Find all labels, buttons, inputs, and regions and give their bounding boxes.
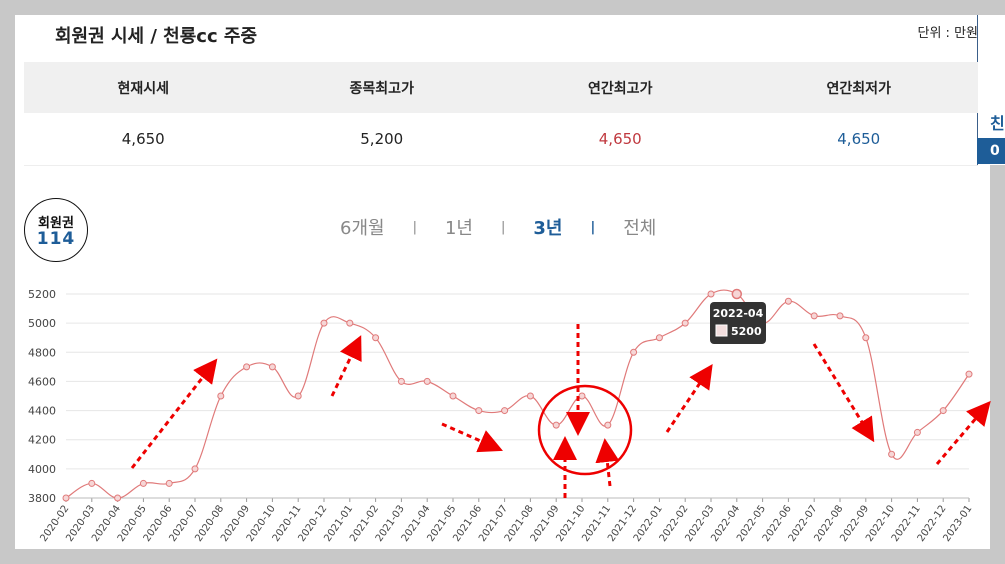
tab-all[interactable]: 전체 [623,218,657,239]
logo-text: 회원권 [38,216,74,231]
price-summary-table: 현재시세 종목최고가 연간최고가 연간최저가 4,650 5,200 4,650… [24,62,978,166]
annotation-circle [537,384,633,476]
data-point [165,479,173,487]
data-point [784,297,792,305]
data-point [862,334,870,342]
summary-header-current: 현재시세 [117,80,170,97]
y-tick-label: 5000 [28,317,56,330]
data-point [655,334,663,342]
y-tick-label: 4800 [28,346,56,359]
data-point [320,319,328,327]
data-point [243,363,251,371]
tab-separator: | [590,219,596,235]
tab-6-months[interactable]: 6개월 [340,218,385,239]
tab-separator: | [500,219,506,235]
summary-header-alltime-high: 종목최고가 [349,80,414,97]
annotation-arrow [935,400,991,465]
tab-3-years[interactable]: 3년 [533,218,563,239]
summary-value-annual-high: 4,650 [598,130,642,148]
unit-label: 단위 : 만원 [917,26,979,41]
data-point [888,450,896,458]
data-point [604,421,612,429]
data-point [114,494,122,502]
side-panel-label[interactable]: 친 [990,114,1005,133]
period-tabs: 6개월 | 1년 | 3년 | 전체 [330,214,656,240]
summary-header-row: 현재시세 종목최고가 연간최고가 연간최저가 [24,62,978,113]
annotation-arrow [130,358,218,469]
tooltip-date: 2022-04 [713,307,764,320]
annotation-arrow [812,343,875,443]
data-point [88,479,96,487]
summary-header-annual-high: 연간최고가 [588,80,653,97]
data-point [501,407,509,415]
summary-value-alltime-high: 5,200 [360,130,404,148]
data-point [681,319,689,327]
y-tick-label: 3800 [28,492,56,505]
data-point [913,428,921,436]
data-point [475,407,483,415]
logo-number: 114 [36,229,76,249]
y-tick-label: 4000 [28,463,56,476]
data-point [191,465,199,473]
data-point [630,348,638,356]
data-point [294,392,302,400]
data-point [449,392,457,400]
side-panel-badge[interactable]: 0 [977,138,1005,164]
data-point [707,290,715,298]
annotation-arrows [130,324,991,498]
data-point [939,407,947,415]
price-series-line [65,289,970,499]
annotation-arrow [330,335,362,397]
data-point [372,334,380,342]
annotation-arrow [441,422,503,453]
data-point [268,363,276,371]
data-point [423,377,431,385]
tab-1-year[interactable]: 1년 [444,218,473,239]
page-title: 회원권 시세 / 천룡cc 주중 [55,26,258,47]
data-point [62,494,70,502]
summary-value-current: 4,650 [121,130,165,148]
annotation-arrow [665,364,713,433]
data-point [139,479,147,487]
y-tick-label: 4400 [28,405,56,418]
data-point [346,319,354,327]
data-point [526,392,534,400]
data-point [397,377,405,385]
data-point [731,288,743,300]
brand-logo: 회원권 114 [24,198,88,262]
y-tick-label: 4600 [28,375,56,388]
data-point [578,392,586,400]
summary-value-row: 4,650 5,200 4,650 4,650 [24,113,978,166]
summary-header-annual-low: 연간최저가 [826,80,891,97]
data-point [810,312,818,320]
data-point [965,370,973,378]
data-point [552,421,560,429]
y-tick-label: 4200 [28,434,56,447]
chart-tooltip: 2022-04 5200 [710,302,766,344]
tab-separator: | [412,219,417,235]
data-point [217,392,225,400]
y-tick-label: 5200 [28,288,56,301]
tooltip-value: 5200 [731,325,762,338]
summary-value-annual-low: 4,650 [837,130,881,148]
data-point [836,312,844,320]
